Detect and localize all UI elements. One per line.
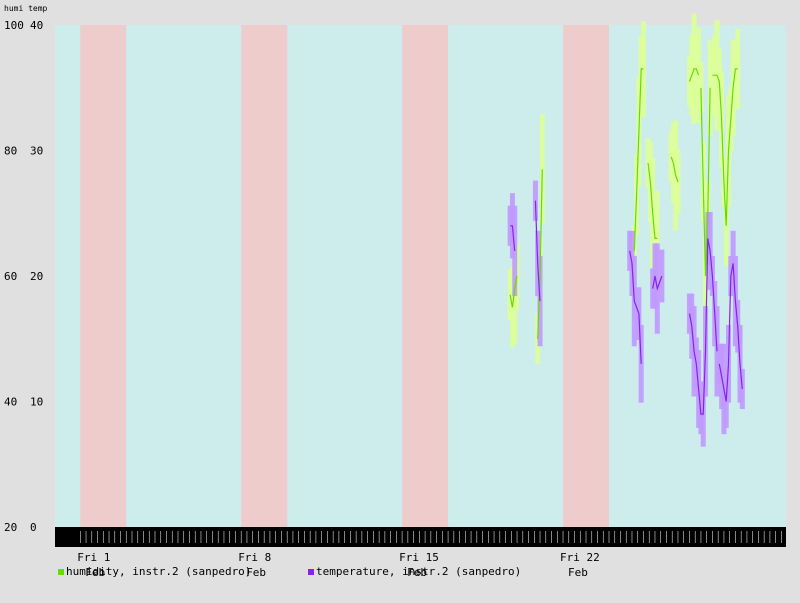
y-tick-label-right: 30 — [30, 145, 43, 158]
y-tick-label-left: 80 — [4, 145, 17, 158]
time-tick-row — [55, 527, 786, 547]
x-tick-sublabel: Feb — [407, 566, 427, 579]
y-tick-label-left: 40 — [4, 396, 17, 409]
temperature-range-bar — [739, 368, 745, 410]
y-tick-label-right: 10 — [30, 396, 43, 409]
humidity-series-line — [509, 275, 518, 308]
humidity-axis-label: humi — [4, 4, 24, 13]
x-tick-sublabel: Feb — [85, 566, 105, 579]
series-lines — [509, 68, 743, 415]
weekend-band — [80, 25, 127, 527]
humidity-range-bar — [735, 28, 741, 110]
y-tick-label-right: 0 — [30, 521, 37, 534]
temperature-range-bar — [537, 255, 543, 347]
weekend-band — [563, 25, 609, 527]
y-tick-labels: 20 40 60 80 100 0 10 20 30 40 — [4, 19, 43, 534]
x-tick-label: Fri 15 — [399, 551, 439, 564]
weekend-band — [241, 25, 288, 527]
humidity-swatch — [58, 568, 64, 575]
temperature-axis-label: temp — [28, 4, 48, 13]
temperature-swatch — [308, 568, 314, 575]
legend-temperature: temperature, instr.2 (sanpedro) — [308, 565, 521, 578]
x-tick-labels: Fri 1 Feb Fri 8 Feb Fri 15 Feb Fri 22 Feb — [77, 551, 599, 579]
temperature-series-line — [652, 275, 663, 291]
humidity-range-bar — [698, 62, 704, 113]
time-tick-strip — [55, 527, 786, 547]
humidity-series-line — [670, 156, 679, 183]
y-tick-label-right: 20 — [30, 270, 43, 283]
temperature-series-line — [688, 238, 718, 415]
y-tick-label-left: 100 — [4, 19, 24, 32]
humidity-series-line — [700, 87, 711, 277]
weekend-band — [402, 25, 449, 527]
y-tick-label-left: 60 — [4, 270, 17, 283]
temperature-series-line — [534, 200, 541, 302]
legend-humidity: humidity, instr.2 (sanpedro) — [58, 565, 251, 578]
legend-humidity-label: humidity, instr.2 (sanpedro) — [66, 565, 252, 578]
x-tick-label: Fri 8 — [238, 551, 271, 564]
y-tick-label-right: 40 — [30, 19, 43, 32]
humidity-series-line — [537, 169, 543, 339]
y-tick-label-left: 20 — [4, 521, 17, 534]
humidity-series-line — [647, 163, 658, 239]
humidity-series-line — [688, 68, 700, 82]
x-tick-sublabel: Feb — [568, 566, 588, 579]
temperature-range-bar — [512, 205, 518, 297]
humidity-series-line — [712, 68, 738, 226]
legend-temperature-label: temperature, instr.2 (sanpedro) — [316, 565, 522, 578]
left-axis-title: humi temp — [4, 4, 47, 13]
temperature-series-line — [629, 250, 642, 364]
day-bands — [55, 25, 786, 527]
x-tick-label: Fri 1 — [77, 551, 110, 564]
x-tick-sublabel: Feb — [246, 566, 266, 579]
temperature-series-line — [510, 225, 516, 251]
humidity-series-line — [633, 68, 644, 251]
x-tick-label: Fri 22 — [560, 551, 600, 564]
temperature-series-line — [718, 263, 743, 402]
